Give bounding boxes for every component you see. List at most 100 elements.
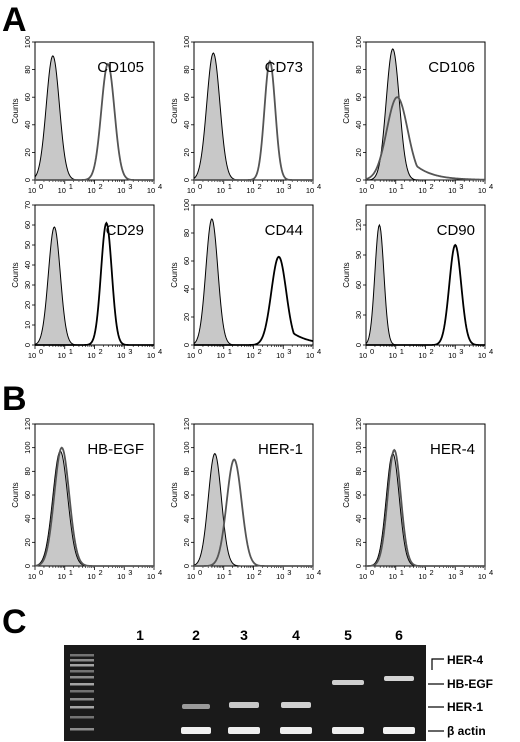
gel-band — [229, 702, 259, 708]
y-tick-label: 0 — [182, 343, 191, 347]
her4-bracket — [431, 658, 444, 670]
x-tick-exponent: 2 — [99, 347, 103, 356]
x-tick-exponent: 0 — [39, 568, 43, 577]
y-tick-label: 80 — [182, 229, 191, 237]
ladder-band — [70, 690, 94, 693]
y-tick-label: 0 — [354, 564, 363, 568]
x-tick-label: 10 — [448, 572, 456, 581]
x-tick-exponent: 0 — [198, 182, 202, 191]
x-tick-label: 10 — [246, 351, 254, 360]
marker-histogram — [366, 243, 485, 346]
y-tick-label: 100 — [354, 441, 363, 454]
x-tick-exponent: 4 — [158, 347, 162, 356]
y-tick-label: 80 — [23, 65, 32, 73]
x-tick-label: 10 — [306, 572, 314, 581]
lane-label: 4 — [292, 627, 300, 643]
x-tick-exponent: 3 — [287, 182, 291, 191]
x-tick-label: 10 — [87, 572, 95, 581]
x-tick-label: 10 — [217, 186, 225, 195]
y-tick-label: 40 — [182, 514, 191, 522]
y-tick-label: 30 — [354, 311, 363, 319]
gel-band — [182, 704, 210, 709]
x-tick-exponent: 4 — [489, 568, 493, 577]
x-tick-exponent: 1 — [400, 182, 404, 191]
ladder-band — [70, 716, 94, 719]
y-tick-label: 20 — [354, 148, 363, 156]
x-tick-label: 10 — [276, 572, 284, 581]
marker-histogram — [194, 59, 313, 181]
band-label-actin: β actin — [447, 724, 486, 738]
y-tick-label: 60 — [354, 491, 363, 499]
gel-band — [280, 727, 312, 734]
y-tick-label: 80 — [354, 467, 363, 475]
y-tick-label: 60 — [23, 221, 32, 229]
y-axis-label: Counts — [342, 482, 351, 507]
x-tick-exponent: 0 — [39, 182, 43, 191]
y-tick-label: 20 — [182, 313, 191, 321]
x-tick-label: 10 — [418, 572, 426, 581]
x-tick-label: 10 — [217, 351, 225, 360]
x-tick-exponent: 2 — [430, 347, 434, 356]
x-tick-label: 10 — [147, 186, 155, 195]
x-tick-exponent: 0 — [198, 347, 202, 356]
y-tick-label: 30 — [23, 281, 32, 289]
x-tick-label: 10 — [389, 351, 397, 360]
ladder-band — [70, 670, 94, 673]
x-tick-exponent: 2 — [258, 568, 262, 577]
y-tick-label: 80 — [23, 467, 32, 475]
y-tick-label: 100 — [354, 36, 363, 49]
x-tick-exponent: 3 — [459, 182, 463, 191]
y-tick-label: 70 — [23, 201, 32, 209]
x-tick-label: 10 — [359, 351, 367, 360]
y-tick-label: 40 — [354, 514, 363, 522]
y-tick-label: 20 — [182, 148, 191, 156]
x-tick-exponent: 4 — [158, 568, 162, 577]
x-tick-label: 10 — [87, 186, 95, 195]
gel-band — [181, 727, 211, 734]
x-tick-exponent: 3 — [128, 347, 132, 356]
x-tick-label: 10 — [389, 186, 397, 195]
y-axis-label: Counts — [11, 98, 20, 123]
x-tick-exponent: 3 — [459, 347, 463, 356]
lane-label: 6 — [395, 627, 403, 643]
gel-band — [332, 680, 364, 685]
y-tick-label: 0 — [182, 178, 191, 182]
x-tick-exponent: 2 — [430, 568, 434, 577]
y-tick-label: 60 — [354, 281, 363, 289]
y-tick-label: 60 — [354, 93, 363, 101]
x-tick-exponent: 4 — [317, 347, 321, 356]
ladder-band — [70, 706, 94, 709]
lane-labels: 1 2 3 4 5 6 — [136, 627, 403, 643]
x-tick-exponent: 1 — [400, 568, 404, 577]
y-axis-label: Counts — [11, 262, 20, 287]
x-tick-exponent: 2 — [258, 347, 262, 356]
gel-background — [64, 645, 426, 741]
x-tick-label: 10 — [117, 572, 125, 581]
y-tick-label: 20 — [354, 538, 363, 546]
y-tick-label: 0 — [23, 178, 32, 182]
y-tick-label: 60 — [23, 491, 32, 499]
plot-title: HB-EGF — [87, 441, 144, 458]
y-tick-label: 40 — [354, 121, 363, 129]
y-tick-label: 40 — [23, 121, 32, 129]
x-tick-exponent: 2 — [430, 182, 434, 191]
x-tick-exponent: 4 — [489, 182, 493, 191]
y-tick-label: 100 — [182, 199, 191, 212]
x-tick-exponent: 4 — [317, 568, 321, 577]
lane-label: 3 — [240, 627, 248, 643]
x-tick-label: 10 — [217, 572, 225, 581]
gel-band — [281, 702, 311, 708]
y-tick-label: 50 — [23, 241, 32, 249]
y-tick-label: 120 — [354, 418, 363, 431]
y-tick-label: 0 — [354, 178, 363, 182]
y-tick-label: 80 — [182, 65, 191, 73]
ladder-band — [70, 676, 94, 679]
x-tick-label: 10 — [276, 351, 284, 360]
plot-title: CD106 — [428, 59, 475, 76]
x-tick-exponent: 2 — [258, 182, 262, 191]
x-tick-label: 10 — [117, 186, 125, 195]
